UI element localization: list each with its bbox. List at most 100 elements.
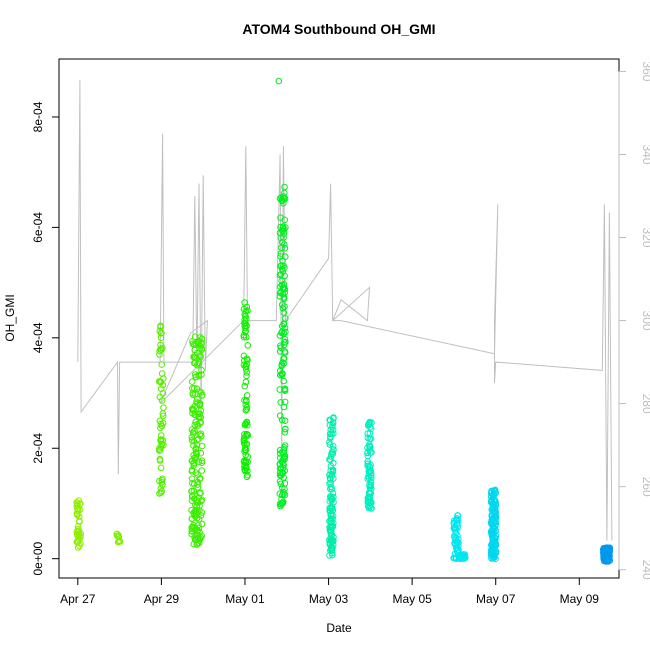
x-axis: Apr 27 Apr 29 May 01 May 03 May 05 May 07 May … bbox=[60, 577, 599, 606]
data-point bbox=[188, 524, 195, 532]
data-point bbox=[195, 410, 203, 418]
data-point bbox=[198, 457, 206, 465]
data-point bbox=[158, 361, 165, 368]
data-point bbox=[198, 467, 206, 474]
data-point bbox=[191, 371, 199, 378]
chart-title: ATOM4 Southbound OH_GMI bbox=[242, 21, 435, 37]
data-point bbox=[366, 443, 374, 450]
data-point bbox=[156, 393, 164, 401]
data-point bbox=[328, 531, 336, 538]
data-point bbox=[188, 378, 196, 385]
data-point bbox=[198, 345, 205, 352]
data-point bbox=[242, 451, 249, 459]
x-tick-label: Apr 27 bbox=[60, 592, 96, 606]
data-point bbox=[280, 199, 287, 207]
data-point bbox=[277, 342, 284, 350]
data-point bbox=[329, 443, 337, 450]
data-point bbox=[198, 442, 206, 450]
data-point bbox=[328, 497, 336, 504]
data-point bbox=[327, 545, 335, 553]
data-point bbox=[73, 499, 80, 506]
data-point bbox=[330, 475, 337, 483]
data-point bbox=[367, 449, 374, 456]
data-point bbox=[190, 406, 197, 414]
data-point bbox=[241, 396, 248, 404]
data-point bbox=[454, 523, 462, 530]
data-point bbox=[491, 528, 498, 536]
data-point bbox=[326, 456, 333, 463]
data-point bbox=[280, 474, 288, 481]
data-point bbox=[194, 422, 202, 429]
data-point bbox=[277, 502, 284, 510]
data-point bbox=[157, 464, 165, 472]
data-point bbox=[75, 497, 82, 504]
data-point bbox=[75, 505, 82, 513]
data-point bbox=[367, 472, 375, 479]
data-point bbox=[280, 320, 288, 328]
data-point bbox=[460, 555, 468, 562]
data-point bbox=[190, 540, 198, 548]
data-point bbox=[368, 485, 375, 493]
data-point bbox=[330, 446, 337, 453]
data-point bbox=[491, 548, 498, 555]
data-point bbox=[367, 478, 375, 486]
data-point bbox=[326, 471, 334, 479]
data-point bbox=[157, 346, 164, 353]
x-tick-label: Apr 29 bbox=[144, 592, 180, 606]
data-point bbox=[280, 230, 288, 237]
data-point bbox=[198, 520, 206, 528]
data-point bbox=[190, 341, 198, 349]
data-point bbox=[603, 554, 611, 561]
data-point bbox=[189, 523, 196, 531]
data-point bbox=[490, 490, 498, 497]
data-point bbox=[243, 372, 250, 380]
data-point bbox=[277, 253, 284, 260]
data-point bbox=[276, 271, 284, 279]
data-point bbox=[365, 422, 372, 429]
data-point bbox=[195, 524, 203, 532]
y-tick-label: 4e-04 bbox=[31, 322, 45, 353]
data-point bbox=[366, 468, 374, 475]
data-point bbox=[326, 507, 334, 515]
data-point bbox=[191, 333, 199, 341]
y-tick-label: 8e-04 bbox=[31, 101, 45, 132]
data-point bbox=[326, 421, 334, 429]
data-point bbox=[326, 541, 334, 548]
data-point bbox=[158, 370, 166, 377]
data-point bbox=[280, 360, 288, 367]
data-point bbox=[367, 499, 374, 507]
data-point bbox=[197, 449, 205, 457]
data-point bbox=[241, 382, 248, 390]
data-point bbox=[114, 538, 122, 546]
data-point bbox=[281, 339, 288, 346]
x-tick-label: May 05 bbox=[392, 592, 432, 606]
data-point bbox=[280, 262, 287, 270]
data-point bbox=[240, 352, 248, 360]
data-point bbox=[188, 530, 195, 538]
data-point bbox=[192, 453, 200, 460]
y-tick-label: 0e+00 bbox=[31, 541, 45, 575]
altitude-path bbox=[77, 79, 613, 541]
data-point bbox=[328, 544, 335, 552]
data-point bbox=[160, 404, 167, 412]
data-point bbox=[279, 370, 286, 377]
data-point bbox=[278, 491, 286, 499]
data-point bbox=[281, 387, 289, 395]
data-point bbox=[281, 417, 289, 425]
data-point bbox=[367, 481, 375, 489]
data-point bbox=[189, 430, 197, 437]
data-point bbox=[279, 359, 286, 366]
data-point bbox=[244, 453, 252, 461]
y-axis: 0e+00 2e-04 4e-04 6e-04 8e-04 bbox=[31, 101, 60, 576]
data-point bbox=[242, 327, 249, 335]
data-point bbox=[605, 547, 613, 555]
y-axis-label: OH_GMI bbox=[3, 294, 17, 341]
data-point bbox=[192, 469, 200, 477]
data-point bbox=[327, 511, 334, 519]
data-point bbox=[489, 500, 496, 507]
right-tick-label: 280 bbox=[640, 394, 650, 414]
data-point bbox=[280, 377, 288, 385]
data-point bbox=[240, 333, 248, 341]
data-point bbox=[241, 434, 248, 441]
